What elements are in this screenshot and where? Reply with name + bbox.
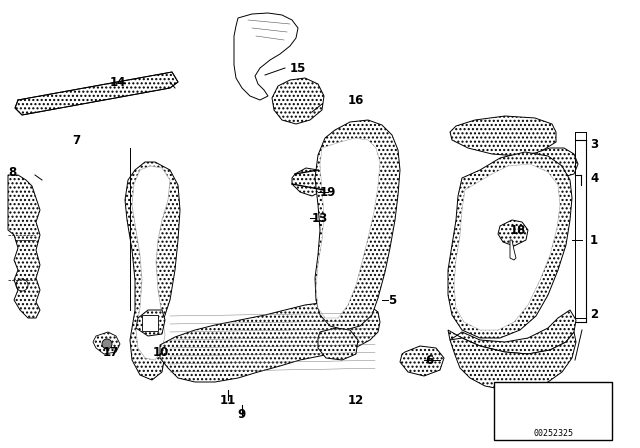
Text: 15: 15 (290, 61, 307, 74)
Polygon shape (15, 72, 178, 115)
Polygon shape (316, 138, 380, 318)
Polygon shape (448, 310, 576, 354)
Text: 7: 7 (72, 134, 80, 146)
Text: 19: 19 (320, 185, 337, 198)
Polygon shape (534, 148, 578, 178)
Polygon shape (450, 116, 556, 156)
Polygon shape (498, 220, 528, 246)
Text: 13: 13 (312, 211, 328, 224)
Polygon shape (454, 164, 560, 330)
Polygon shape (8, 175, 40, 318)
Text: 14: 14 (110, 76, 126, 89)
Polygon shape (502, 416, 576, 426)
Polygon shape (510, 240, 516, 260)
Polygon shape (315, 120, 400, 330)
Text: 12: 12 (348, 393, 364, 406)
Polygon shape (234, 13, 298, 100)
Polygon shape (160, 302, 380, 382)
Polygon shape (136, 310, 165, 336)
Text: 17: 17 (103, 346, 119, 359)
Polygon shape (400, 346, 444, 376)
Circle shape (102, 339, 112, 349)
Polygon shape (125, 162, 180, 380)
Polygon shape (132, 166, 170, 360)
Text: 8: 8 (8, 165, 16, 178)
Polygon shape (318, 328, 358, 360)
Bar (494, 382, 612, 440)
Text: 6: 6 (425, 353, 433, 366)
Text: 9: 9 (238, 409, 246, 422)
Text: 3: 3 (590, 138, 598, 151)
Text: 00252325: 00252325 (533, 428, 573, 438)
Text: 10: 10 (153, 346, 169, 359)
Bar (142, 315, 158, 331)
Text: 2: 2 (590, 309, 598, 322)
Polygon shape (272, 78, 324, 124)
Text: 16: 16 (348, 94, 364, 107)
Polygon shape (448, 152, 572, 338)
Polygon shape (292, 168, 326, 196)
Text: 4: 4 (590, 172, 598, 185)
Polygon shape (93, 332, 120, 354)
Text: 1: 1 (590, 233, 598, 246)
Text: 18: 18 (510, 224, 526, 237)
Polygon shape (450, 332, 576, 390)
Text: 11: 11 (220, 393, 236, 406)
Polygon shape (502, 398, 576, 424)
Text: 5: 5 (388, 293, 396, 306)
